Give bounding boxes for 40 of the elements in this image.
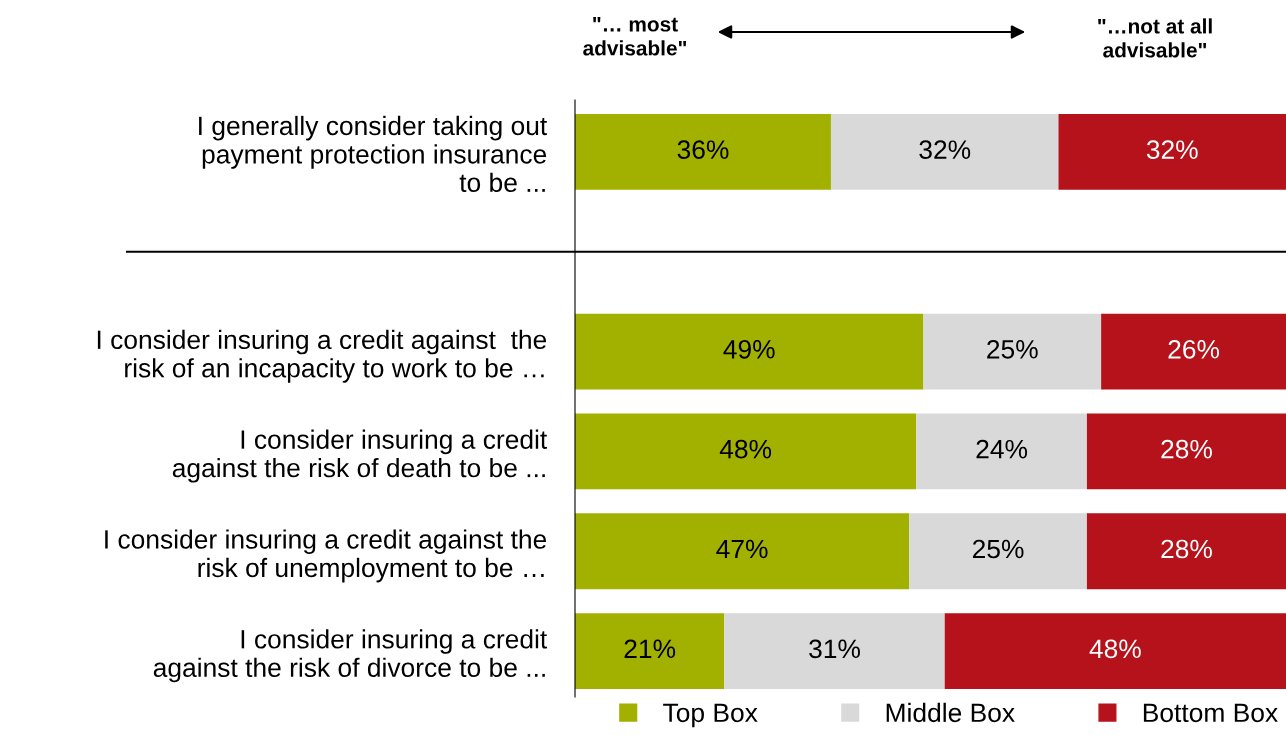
bar [830,113,1059,190]
bar [923,313,1102,390]
data-label: 26% [1168,339,1220,359]
y-tick-label: I consider insuring a credit against the risk of unemployment to be … [105,529,547,583]
legend-label: Top Box [663,703,758,728]
data-label: 25% [972,539,1024,559]
text: "… most advisable" [583,17,687,56]
data-label: 28% [1161,539,1212,559]
bar [575,113,831,190]
data-label: 25% [987,339,1038,359]
legend-label: Middle Box [886,702,1015,723]
data-label: 24% [976,439,1028,459]
y-tick-label: I consider insuring a credit against the risk of death to be ... [172,429,548,483]
data-label: 47% [716,539,768,559]
bar [1086,413,1286,490]
bar [575,513,910,590]
bar [575,413,917,490]
y-tick-label: I consider insuring a credit against the risk of an incapacity to work to be … [97,329,547,383]
y-tick-label: I consider insuring a credit against the risk of divorce to be ... [153,629,548,683]
legend-label: Bottom Box [1143,703,1278,723]
text: "…not at all advisable" [1098,18,1212,58]
bar [909,513,1087,590]
data-label: 21% [624,639,676,659]
data-label: 31% [809,639,860,659]
bar [575,313,924,390]
bar [916,413,1087,490]
data-label: 32% [919,140,971,159]
data-label: 48% [1089,639,1141,659]
y-tick-label: I generally consider taking out payment protection insurance to be ... [199,115,548,193]
bar [724,613,945,690]
bar [944,613,1286,690]
bar [1086,513,1286,590]
bar [1101,313,1286,390]
bar [575,613,725,690]
data-label: 36% [677,140,729,159]
data-label: 32% [1146,140,1198,159]
data-label: 49% [723,339,775,359]
data-label: 48% [719,439,772,459]
bar [1058,113,1286,190]
data-label: 28% [1161,439,1212,459]
